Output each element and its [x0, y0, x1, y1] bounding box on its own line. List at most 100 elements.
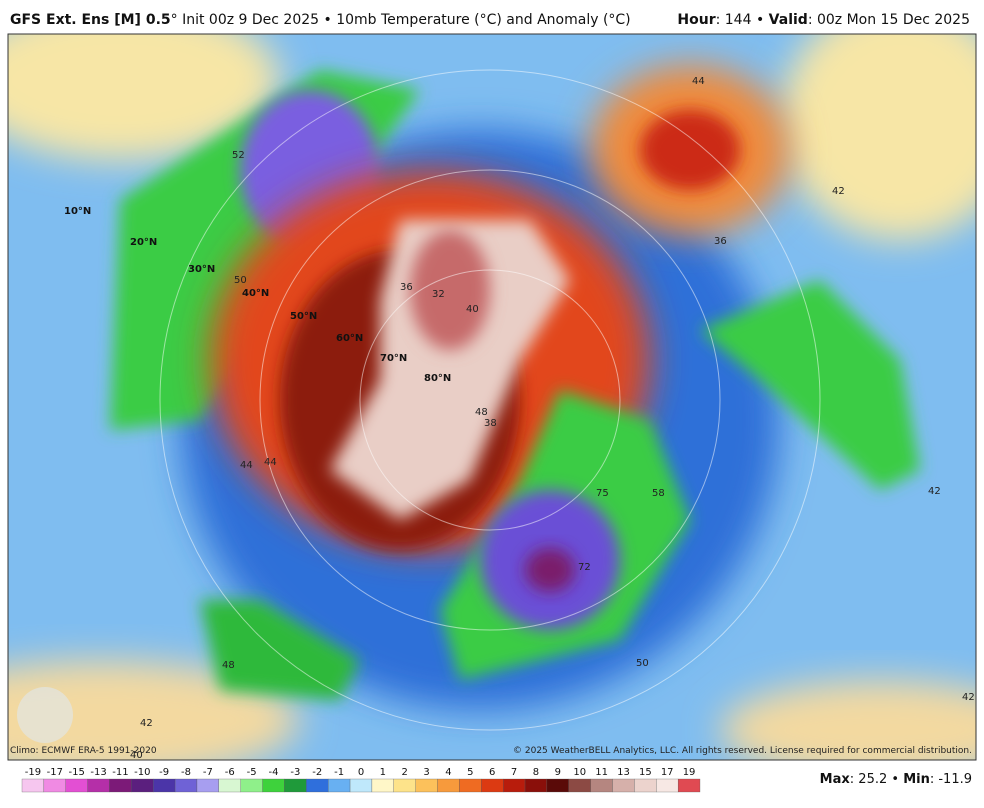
contour-label: 44 [240, 460, 253, 471]
colorbar-swatch [284, 778, 307, 793]
colorbar-label: -19 [25, 767, 41, 778]
contour-label: 44 [692, 76, 705, 87]
colorbar-swatch [437, 778, 460, 793]
lat-label: 60°N [336, 333, 363, 344]
colorbar-label: 0 [358, 767, 364, 778]
colorbar-label: 11 [595, 767, 608, 778]
max-label: Max [819, 772, 850, 787]
colorbar-swatch [634, 778, 657, 793]
colorbar-swatch [612, 778, 635, 793]
colorbar-swatch [262, 778, 285, 793]
colorbar-swatch [481, 778, 504, 793]
colorbar-label: -9 [159, 767, 169, 778]
colorbar-label: -13 [90, 767, 106, 778]
colorbar-label: 8 [533, 767, 539, 778]
colorbar-label: 9 [555, 767, 561, 778]
hour-label: Hour [677, 12, 716, 28]
contour-label: 58 [652, 488, 665, 499]
colorbar-swatch [349, 778, 373, 793]
title: GFS Ext. Ens [M] 0.5 [10, 12, 171, 28]
colorbar-label: -11 [112, 767, 128, 778]
colorbar-label: -5 [247, 767, 257, 778]
colorbar-label: 2 [402, 767, 408, 778]
header-left: GFS Ext. Ens [M] 0.5° Init 00z 9 Dec 202… [10, 12, 631, 28]
colorbar-swatch [306, 778, 329, 793]
lat-label: 50°N [290, 311, 317, 322]
colorbar-swatch [393, 778, 416, 793]
climo: Climo: ECMWF ERA-5 1991-2020 [10, 746, 157, 756]
colorbar-swatch [371, 778, 394, 793]
copyright: © 2025 WeatherBELL Analytics, LLC. All r… [513, 746, 972, 756]
colorbar-label: 13 [617, 767, 630, 778]
colorbar-label: -17 [47, 767, 63, 778]
colorbar-swatch [174, 778, 198, 793]
contour-label: 38 [484, 418, 497, 429]
colorbar-label: 4 [445, 767, 451, 778]
colorbar-swatch [153, 778, 176, 793]
colorbar-label: 5 [467, 767, 473, 778]
colorbar-swatch [109, 778, 132, 793]
colorbar-label: -4 [269, 767, 279, 778]
colorbar-swatch [87, 778, 110, 793]
colorbar-swatch [131, 778, 154, 793]
colorbar-swatch [546, 778, 569, 793]
colorbar-swatch [415, 778, 438, 793]
colorbar-label: 17 [661, 767, 674, 778]
colorbar-swatch [196, 778, 219, 793]
contour-label: 44 [264, 457, 277, 468]
colorbar-swatch [503, 778, 526, 793]
contour-label: 40 [466, 304, 479, 315]
colorbar-label: -1 [334, 767, 344, 778]
colorbar-swatch [677, 778, 701, 793]
subtitle: ° Init 00z 9 Dec 2025 • 10mb Temperature… [170, 12, 631, 28]
colorbar-swatch [590, 778, 613, 793]
contour-label: 42 [928, 486, 941, 497]
colorbar-swatch [65, 778, 88, 793]
contour-label: 52 [232, 150, 245, 161]
contour-label: 42 [140, 718, 153, 729]
colorbar-label: -15 [69, 767, 85, 778]
colorbar-swatch [656, 778, 679, 793]
colorbar-label: -10 [134, 767, 150, 778]
lat-label: 40°N [242, 288, 269, 299]
contour-label: 42 [832, 186, 845, 197]
lat-label: 20°N [130, 237, 157, 248]
colorbar-label: 19 [683, 767, 696, 778]
colorbar-label: 7 [511, 767, 517, 778]
lat-label: 80°N [424, 373, 451, 384]
contour-label: 36 [400, 282, 413, 293]
contour-label: 72 [578, 562, 591, 573]
colorbar-swatch [21, 778, 45, 793]
colorbar-swatch [524, 778, 548, 793]
contour-label: 36 [714, 236, 727, 247]
contour-label: 75 [596, 488, 609, 499]
lat-label: 30°N [188, 264, 215, 275]
contour-label: 32 [432, 289, 445, 300]
map-frame [7, 33, 977, 761]
colorbar-label: 3 [423, 767, 429, 778]
colorbar-label: 1 [380, 767, 386, 778]
lat-label: 70°N [380, 353, 407, 364]
colorbar-label: -6 [225, 767, 235, 778]
contour-label: 48 [475, 407, 488, 418]
valid-label: Valid [768, 12, 808, 28]
contour-label: 40 [130, 750, 143, 761]
contour-label: 48 [222, 660, 235, 671]
colorbar-swatch [568, 778, 591, 793]
valid-value: : 00z Mon 15 Dec 2025 [807, 12, 970, 28]
contour-label: 50 [234, 275, 247, 286]
colorbar-swatch [459, 778, 482, 793]
stats: Max: 25.2 • Min: -11.9 [820, 772, 972, 787]
colorbar-swatch [328, 778, 351, 793]
colorbar-swatch [240, 778, 263, 793]
map-field [8, 34, 976, 760]
colorbar-label: 6 [489, 767, 495, 778]
colorbar-swatch [218, 778, 241, 793]
header-right: Hour: 144 • Valid: 00z Mon 15 Dec 2025 [677, 12, 970, 28]
lat-label: 10°N [64, 206, 91, 217]
colorbar-label: -3 [290, 767, 300, 778]
colorbar-label: 10 [573, 767, 586, 778]
colorbar-swatch [43, 778, 66, 793]
contour-label: 42 [962, 692, 975, 703]
